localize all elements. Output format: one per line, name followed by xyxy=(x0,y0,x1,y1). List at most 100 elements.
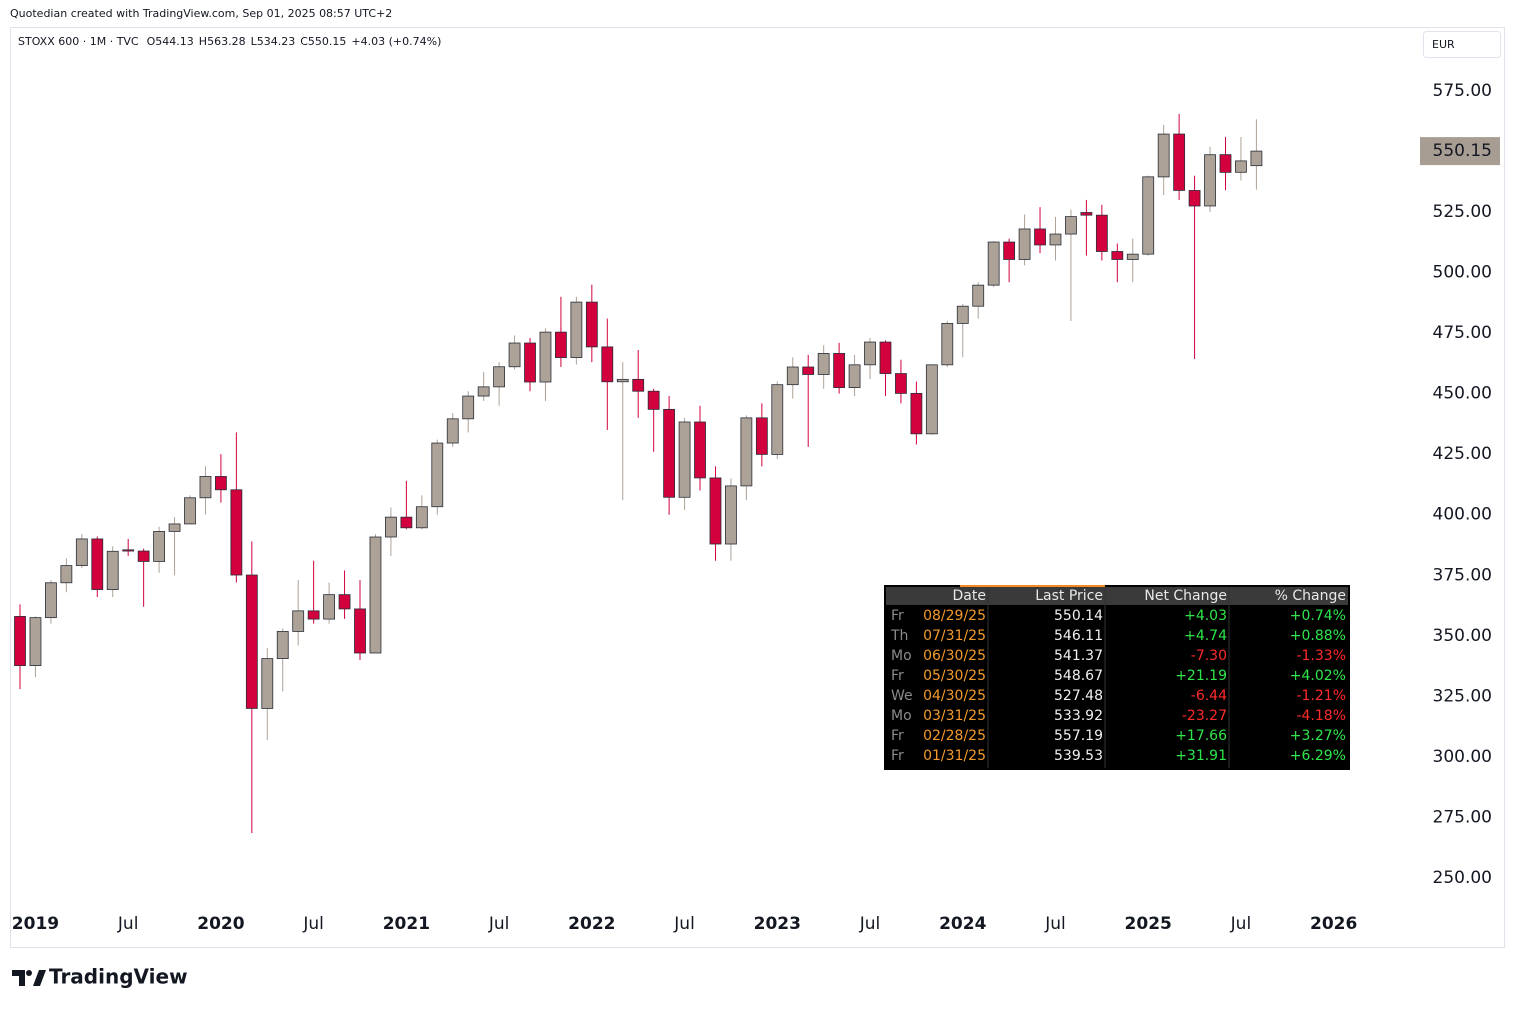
table-change: +17.66 xyxy=(1175,728,1227,744)
table-change: +3.27% xyxy=(1290,728,1346,744)
candle-body xyxy=(91,538,104,590)
table-date: 05/30/25 xyxy=(923,668,986,684)
table-weekday: Mo xyxy=(891,648,912,664)
y-tick-label: 525.00 xyxy=(1433,202,1492,222)
candle-body xyxy=(354,608,366,654)
candle-body xyxy=(462,395,475,420)
candle-body xyxy=(508,342,521,368)
candle-body xyxy=(524,342,536,383)
table-change: +4.03 xyxy=(1184,608,1227,624)
candle-body xyxy=(307,610,320,620)
last-price-label: 550.15 xyxy=(1433,141,1492,161)
candle-body xyxy=(1126,253,1139,260)
x-tick-label: Jul xyxy=(302,914,324,934)
candle-body xyxy=(477,386,490,397)
table-weekday: Fr xyxy=(891,608,904,624)
table-change: -1.21% xyxy=(1296,688,1346,704)
candle-body xyxy=(1219,154,1232,173)
table-change: -7.30 xyxy=(1191,648,1227,664)
legend-change: +4.03 (+0.74%) xyxy=(351,35,441,48)
table-change: +21.19 xyxy=(1175,668,1227,684)
candle-body xyxy=(895,373,907,394)
table-change: -6.44 xyxy=(1191,688,1227,704)
candle-body xyxy=(45,582,57,619)
x-tick-label: Jul xyxy=(859,914,881,934)
table-change: +4.02% xyxy=(1290,668,1346,684)
table-price: 550.14 xyxy=(1054,608,1103,624)
candle-body xyxy=(539,331,552,383)
x-tick-label: 2021 xyxy=(383,914,430,934)
candle-body xyxy=(29,617,42,666)
candle-body xyxy=(415,506,428,529)
x-tick-label: 2023 xyxy=(754,914,801,934)
candle-body xyxy=(446,418,459,444)
credit: Quotedian created with TradingView.com, … xyxy=(10,7,392,20)
candle-body xyxy=(1142,176,1155,255)
table-header: % Change xyxy=(1275,588,1346,604)
candle-body xyxy=(106,550,119,590)
candle-body xyxy=(925,364,938,435)
table-change: -23.27 xyxy=(1182,708,1227,724)
table-header-accent xyxy=(960,585,1105,587)
candle-body xyxy=(400,516,413,529)
table-date: 08/29/25 xyxy=(923,608,986,624)
candle-body xyxy=(215,476,227,491)
x-tick-label: 2025 xyxy=(1125,914,1172,934)
candle-body xyxy=(616,378,629,383)
candle-body xyxy=(802,366,815,375)
candle-body xyxy=(663,408,676,498)
candle-body xyxy=(153,531,165,562)
candle-body xyxy=(833,353,846,388)
candle-body xyxy=(1204,154,1216,207)
table-header: Net Change xyxy=(1144,588,1227,604)
table-header-bg xyxy=(886,587,1348,605)
candle-body xyxy=(709,477,722,545)
x-tick-label: 2026 xyxy=(1310,914,1357,934)
table-change: +0.74% xyxy=(1290,608,1346,624)
x-tick-label: Jul xyxy=(673,914,695,934)
candle-body xyxy=(647,390,660,410)
table-header: Date xyxy=(953,588,986,604)
currency-box[interactable] xyxy=(1423,31,1501,58)
candle-body xyxy=(817,353,830,375)
last-price-tag xyxy=(1420,137,1500,166)
candle-body xyxy=(168,523,181,532)
candle-body xyxy=(1111,251,1124,260)
x-tick-label: 2020 xyxy=(197,914,244,934)
table-price: 546.11 xyxy=(1054,628,1103,644)
candle-body xyxy=(292,610,305,632)
table-price: 557.19 xyxy=(1054,728,1103,744)
candle-body xyxy=(956,305,969,324)
candle-body xyxy=(910,392,923,435)
candle-body xyxy=(1018,228,1031,260)
candle-body xyxy=(338,594,351,610)
table-change: -1.33% xyxy=(1296,648,1346,664)
candle-body xyxy=(694,421,706,479)
y-tick-label: 425.00 xyxy=(1433,444,1492,464)
table-date: 06/30/25 xyxy=(923,648,986,664)
candle-body xyxy=(1095,214,1108,252)
candle-body xyxy=(725,485,737,545)
candle-body xyxy=(1034,228,1046,246)
x-tick-label: 2022 xyxy=(568,914,615,934)
logo-dot xyxy=(26,970,32,976)
y-tick-label: 500.00 xyxy=(1433,263,1492,283)
candle-body xyxy=(1235,160,1247,173)
table-weekday: Fr xyxy=(891,668,904,684)
y-tick-label: 400.00 xyxy=(1433,505,1492,525)
candle-body xyxy=(1080,212,1093,216)
table-weekday: We xyxy=(891,688,913,704)
candle-body xyxy=(848,364,861,388)
candle-body xyxy=(323,594,336,620)
legend-value: 550.15 xyxy=(308,35,347,48)
candle-body xyxy=(1250,150,1263,167)
x-tick-label: 2019 xyxy=(12,914,59,934)
x-tick-label: Jul xyxy=(117,914,139,934)
candle-body xyxy=(199,476,212,499)
candle-body xyxy=(1173,133,1186,191)
legend-value: 534.23 xyxy=(257,35,296,48)
legend-prefix: L xyxy=(251,35,258,48)
table-price: 541.37 xyxy=(1054,648,1103,664)
table-change: +31.91 xyxy=(1175,748,1227,764)
